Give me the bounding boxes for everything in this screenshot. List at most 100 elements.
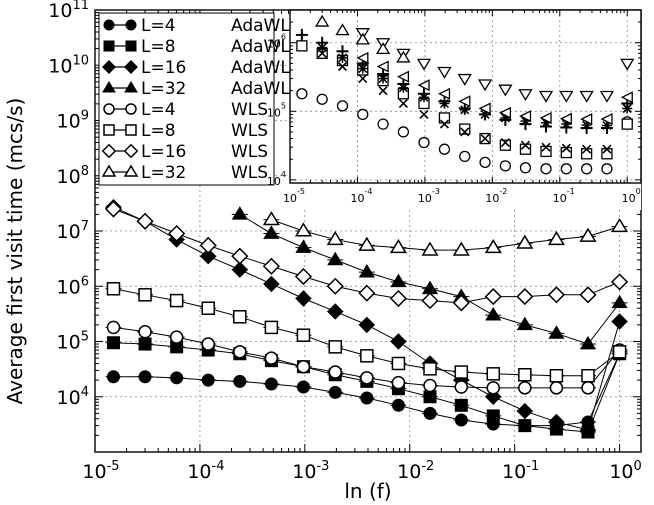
data-point [233, 345, 247, 359]
data-point [486, 409, 500, 423]
legend-marker [123, 143, 139, 159]
data-point [231, 261, 249, 278]
data-point [454, 398, 468, 412]
legend-marker [124, 81, 138, 93]
inset-data-point [397, 126, 410, 138]
inset-x-tick-label: 10-5 [283, 187, 305, 205]
legend-label: L=8 [141, 37, 176, 57]
inset-data-point [316, 93, 328, 105]
inset-data-point [459, 123, 471, 135]
data-point [233, 310, 247, 324]
marker-stroke [460, 127, 470, 137]
data-point [233, 374, 247, 388]
marker-stroke [419, 109, 429, 119]
legend-method: WLS [231, 121, 268, 141]
marker-stroke [520, 140, 531, 150]
inset-data-point [398, 82, 409, 93]
legend-label: L=16 [141, 142, 186, 162]
legend-label: L=8 [141, 121, 176, 141]
main-ticks: 10-5 10-4 10-3 10-2 10-1 100 104 105 106 107 108 10… [48, 0, 642, 483]
data-point [518, 368, 532, 382]
series-wls-l8 [105, 282, 628, 383]
data-point [423, 378, 437, 393]
x-tick-label: 10-1 [502, 459, 539, 483]
data-point [106, 320, 121, 335]
data-point [516, 288, 534, 306]
inset-data-point [438, 87, 451, 100]
legend-marker [103, 19, 115, 31]
data-point [454, 380, 469, 394]
data-point [516, 234, 534, 249]
data-point [549, 381, 564, 395]
data-point [231, 247, 249, 265]
data-point [579, 421, 597, 439]
inset-data-point [477, 79, 493, 92]
data-point [454, 365, 469, 379]
inset-data-point [498, 84, 513, 97]
series-adawl-l32 [231, 206, 628, 350]
inset-data-point [498, 106, 512, 119]
inset-data-point [460, 127, 470, 137]
data-point [452, 294, 470, 312]
legend-marker [101, 143, 117, 159]
data-point [199, 236, 217, 254]
data-point [389, 238, 407, 254]
marker-stroke [460, 105, 470, 115]
data-point [484, 238, 502, 254]
data-point [169, 293, 184, 308]
series-line [271, 219, 620, 251]
inset-data-point [600, 113, 613, 126]
data-point [106, 370, 120, 384]
x-tick-label: 100 [609, 459, 641, 483]
legend: L=4 AdaWL L=8 AdaWL L=16 AdaWL L=32 AdaWL L=4 WLS… [98, 12, 290, 186]
marker-stroke [398, 83, 408, 93]
x-tick-label: 10-5 [82, 459, 119, 483]
data-point [328, 340, 343, 354]
series-wls-l32 [262, 211, 629, 256]
data-point [296, 328, 311, 342]
legend-marker [102, 81, 116, 93]
data-point [486, 381, 501, 395]
main-series-group [104, 198, 629, 439]
data-point [454, 413, 468, 427]
inset-data-point [541, 142, 551, 152]
data-point [170, 371, 184, 385]
data-point [390, 273, 407, 288]
marker-stroke [480, 134, 490, 144]
y-axis-label: Average first visit time (mcs/s) [3, 98, 27, 405]
x-axis-label: ln (f) [344, 479, 391, 503]
data-point [579, 286, 597, 304]
inset-data-point [439, 119, 450, 129]
inset-data-point [419, 92, 430, 103]
y-tick-label: 106 [57, 274, 89, 298]
data-point [296, 380, 310, 394]
marker-stroke [541, 142, 551, 152]
inset-data-point [438, 143, 451, 155]
data-point [328, 385, 342, 399]
legend-marker [102, 60, 116, 74]
inset-x-tick-label: 100 [622, 187, 641, 205]
inset-data-point [499, 139, 512, 151]
inset-data-point [417, 79, 430, 92]
data-point [549, 368, 564, 383]
data-point [485, 306, 502, 321]
marker-stroke [398, 98, 408, 109]
data-point [360, 349, 374, 363]
legend-label: L=4 [141, 16, 176, 36]
data-point [200, 247, 217, 265]
data-point [358, 236, 376, 251]
inset-data-point [622, 103, 633, 114]
inset-data-point [357, 108, 369, 121]
x-tick-label: 10-3 [292, 459, 329, 483]
data-point [358, 284, 376, 302]
data-point [518, 419, 532, 433]
legend-marker [125, 40, 137, 52]
inset-data-point [580, 163, 593, 175]
inset-x-tick-label: 10-3 [418, 187, 440, 205]
inset-data-point [358, 74, 368, 84]
inset-data-point [356, 51, 369, 64]
data-point [423, 390, 437, 404]
data-point [579, 227, 597, 242]
inset-data-point [561, 143, 571, 153]
inset-data-point [500, 137, 510, 148]
